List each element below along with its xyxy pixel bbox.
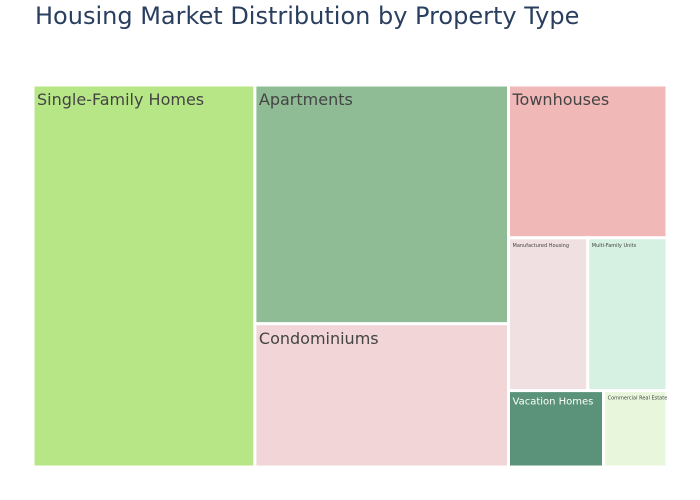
treemap-label-vacation-homes: Vacation Homes <box>513 397 594 408</box>
treemap-rect-commercial-real-estate[interactable] <box>602 389 669 469</box>
treemap-rect-multi-family-units[interactable] <box>586 236 669 393</box>
treemap-label-townhouses: Townhouses <box>512 90 610 109</box>
treemap-rect-vacation-homes[interactable] <box>507 389 606 469</box>
treemap-label-condominiums: Condominiums <box>259 329 379 348</box>
treemap-label-multi-family-units: Multi-Family Units <box>592 243 637 249</box>
treemap-tile-single-family-homes[interactable]: Single-Family Homes <box>31 83 257 469</box>
treemap-label-manufactured-housing: Manufactured Housing <box>513 243 570 249</box>
treemap-rect-townhouses[interactable] <box>507 83 669 240</box>
treemap-label-apartments: Apartments <box>259 90 353 109</box>
treemap-tile-condominiums[interactable]: Condominiums <box>253 322 510 469</box>
treemap-tile-multi-family-units[interactable]: Multi-Family Units <box>586 236 669 393</box>
treemap-rect-condominiums[interactable] <box>253 322 510 469</box>
treemap-rect-manufactured-housing[interactable] <box>507 236 590 393</box>
treemap-rect-single-family-homes[interactable] <box>31 83 257 469</box>
treemap-label-single-family-homes: Single-Family Homes <box>37 90 204 109</box>
treemap-label-commercial-real-estate: Commercial Real Estate <box>608 396 668 402</box>
treemap-tile-manufactured-housing[interactable]: Manufactured Housing <box>507 236 590 393</box>
treemap-tile-vacation-homes[interactable]: Vacation Homes <box>507 389 606 469</box>
chart-title: Housing Market Distribution by Property … <box>35 2 580 30</box>
treemap-tile-apartments[interactable]: Apartments <box>253 83 510 326</box>
treemap-tile-commercial-real-estate[interactable]: Commercial Real Estate <box>602 389 669 469</box>
treemap-tile-townhouses[interactable]: Townhouses <box>507 83 669 240</box>
treemap-rect-apartments[interactable] <box>253 83 510 326</box>
